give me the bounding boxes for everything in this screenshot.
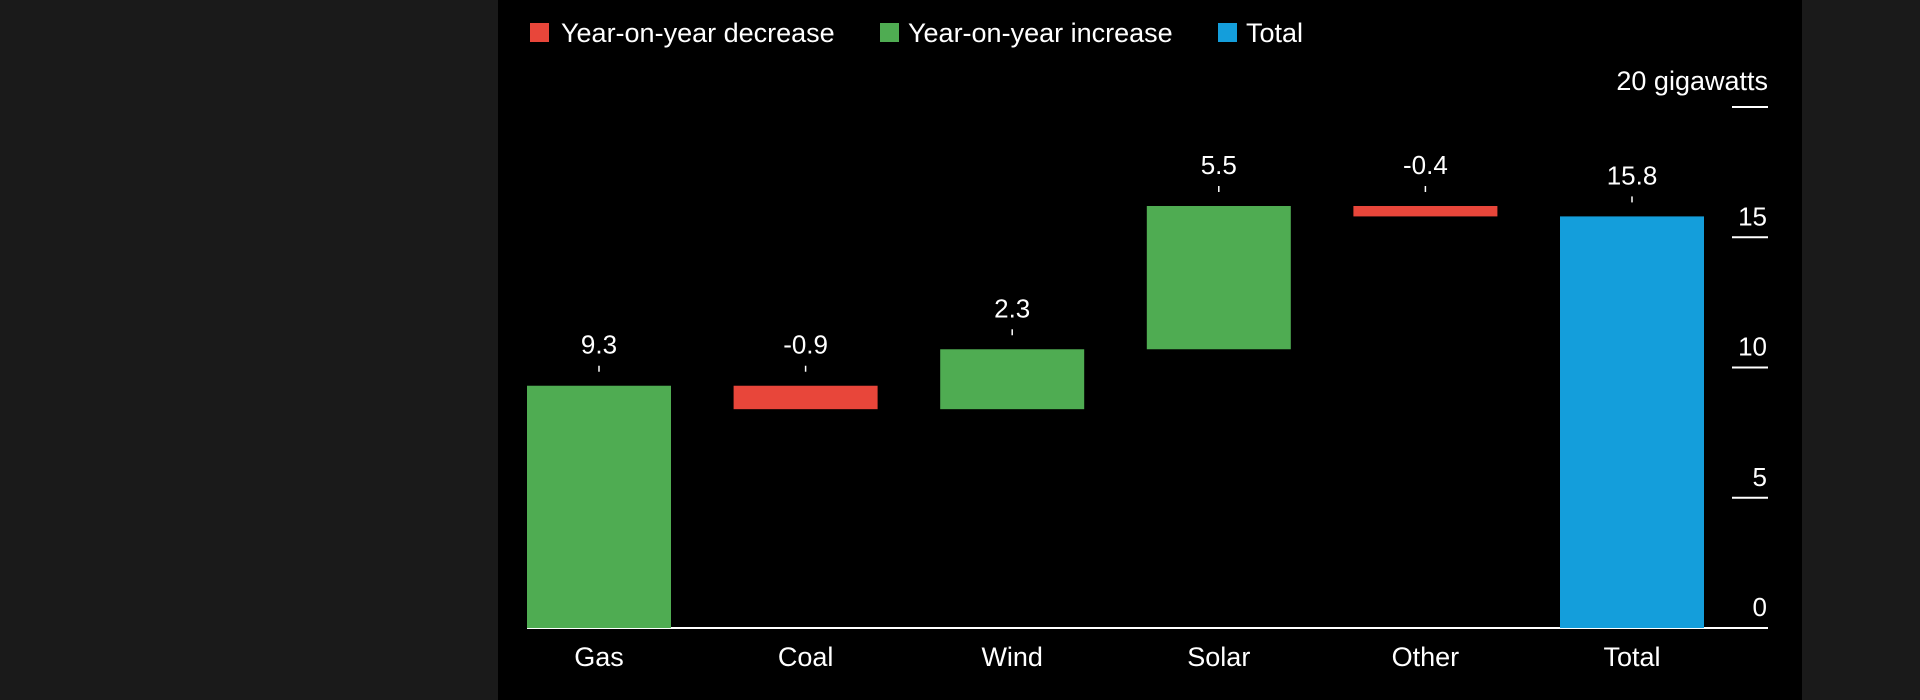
value-label-coal: -0.9 [783,330,828,360]
category-label-wind: Wind [981,642,1043,672]
bar-coal [733,385,878,410]
legend-swatch-total [1218,23,1237,42]
bar-other [1353,205,1498,217]
y-tick-label-5: 5 [1753,462,1767,492]
legend-label-increase: Year-on-year increase [908,18,1173,48]
category-label-solar: Solar [1187,642,1250,672]
bar-wind [940,349,1085,410]
value-label-wind: 2.3 [994,293,1030,323]
value-label-other: -0.4 [1403,150,1448,180]
legend-label-decrease: Year-on-year decrease [561,18,835,48]
legend-label-total: Total [1246,18,1303,48]
bars [527,205,1704,628]
legend-swatch-increase [880,23,899,42]
bar-solar [1146,205,1291,350]
y-tick-label-15: 15 [1738,201,1767,231]
legend-swatch-decrease [530,23,549,42]
category-label-total: Total [1603,642,1660,672]
category-label-coal: Coal [778,642,834,672]
category-label-gas: Gas [574,642,624,672]
value-labels: 9.3 -0.9 2.3 5.5 -0.4 15.8 [581,150,1657,372]
value-label-gas: 9.3 [581,330,617,360]
y-tick-label-0: 0 [1753,592,1767,622]
bar-total [1560,216,1704,628]
legend: Year-on-year decrease Year-on-year increa… [530,18,1303,48]
y-tick-label-10: 10 [1738,332,1767,362]
category-label-other: Other [1392,642,1460,672]
value-label-total: 15.8 [1607,160,1658,190]
category-labels: Gas Coal Wind Solar Other Total [574,642,1660,672]
value-label-solar: 5.5 [1201,150,1237,180]
y-axis-unit-label: 20 gigawatts [1616,66,1768,96]
bar-gas [527,385,671,628]
